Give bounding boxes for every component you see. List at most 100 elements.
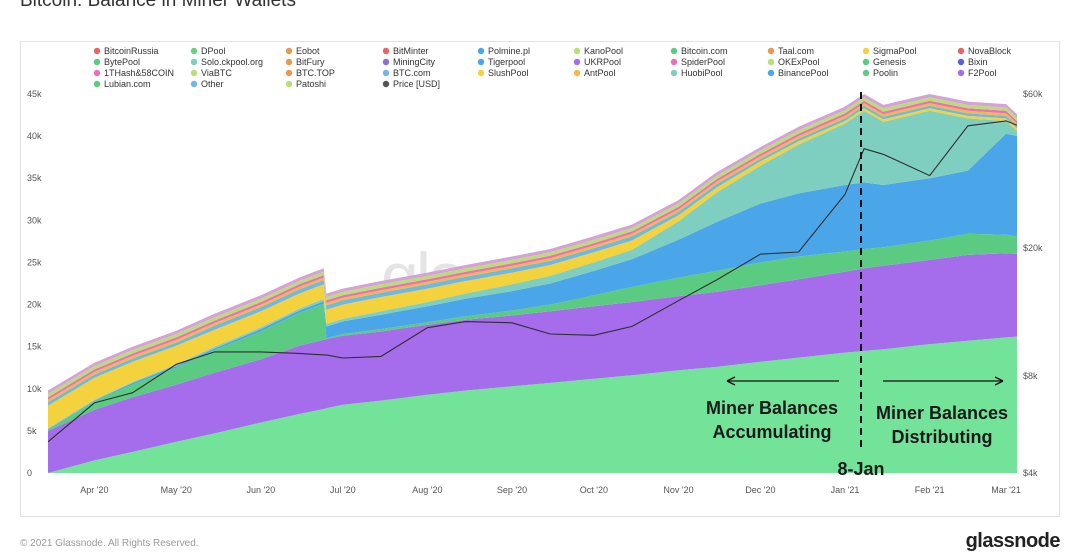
- legend-item-eobot[interactable]: Eobot: [296, 46, 320, 56]
- right-arrowhead: [994, 376, 1004, 386]
- stacked-areas: [48, 94, 1017, 473]
- y-tick-label: 45k: [27, 89, 42, 99]
- legend-item-other[interactable]: Other: [201, 79, 224, 89]
- legend-swatch-huobipool: [670, 69, 678, 77]
- y-tick-label: 0: [27, 468, 32, 478]
- legend-swatch-okexpool: [767, 58, 775, 66]
- x-tick-label: May '20: [161, 485, 192, 495]
- chart-legend: BitcoinRussia DPool Eobot BitMinter Polmine.…: [93, 46, 1012, 89]
- legend-swatch-bytepool: [93, 58, 101, 66]
- page-title: Bitcoin: Balance in Miner Wallets: [20, 0, 296, 11]
- legend-swatch-genesis: [862, 58, 870, 66]
- x-tick-label: Mar '21: [991, 485, 1021, 495]
- price-line-group: [47, 120, 1018, 443]
- x-tick-label: Jul '20: [330, 485, 356, 495]
- x-tick-label: Aug '20: [412, 485, 442, 495]
- legend-item-miningcity[interactable]: MiningCity: [393, 57, 436, 67]
- legend-item-solo-ckpool-org[interactable]: Solo.ckpool.org: [201, 57, 263, 67]
- legend-item-kanopool[interactable]: KanoPool: [584, 46, 623, 56]
- legend-item-taal-com[interactable]: Taal.com: [778, 46, 814, 56]
- x-tick-label: Oct '20: [580, 485, 608, 495]
- legend-item-bytepool[interactable]: BytePool: [104, 57, 140, 67]
- legend-item-viabtc[interactable]: ViaBTC: [201, 68, 232, 78]
- legend-item-bitcoin-com[interactable]: Bitcoin.com: [681, 46, 728, 56]
- legend-swatch-bitminter: [382, 47, 390, 55]
- x-tick-label: Sep '20: [497, 485, 527, 495]
- left-label-line1: Miner Balances: [706, 398, 838, 418]
- price-line: [47, 120, 1018, 443]
- left-label-line2: Accumulating: [712, 422, 831, 442]
- legend-swatch-spiderpool: [670, 58, 678, 66]
- legend-item-spiderpool[interactable]: SpiderPool: [681, 57, 725, 67]
- legend-item-bitfury[interactable]: BitFury: [296, 57, 325, 67]
- legend-swatch-btc-top: [285, 69, 293, 77]
- legend-item-genesis[interactable]: Genesis: [873, 57, 907, 67]
- annotations: Miner Balances Accumulating Miner Balanc…: [706, 92, 1008, 479]
- legend-item-polmine-pl[interactable]: Polmine.pl: [488, 46, 530, 56]
- legend-item-sigmapool[interactable]: SigmaPool: [873, 46, 917, 56]
- legend-item-btc-com[interactable]: BTC.com: [393, 68, 431, 78]
- y-axis-right: $4k $8k $20k $60k: [1023, 89, 1043, 478]
- legend-swatch-miningcity: [382, 58, 390, 66]
- legend-swatch-f2pool: [957, 69, 965, 77]
- y-tick-label: 25k: [27, 257, 42, 267]
- area-poolin: [48, 233, 1017, 431]
- y-tick-label: 40k: [27, 131, 42, 141]
- legend-swatch-tigerpool: [477, 58, 485, 66]
- x-tick-label: Feb '21: [915, 485, 945, 495]
- legend-item-novablock[interactable]: NovaBlock: [968, 46, 1012, 56]
- legend-swatch-bixin: [957, 58, 965, 66]
- legend-swatch-antpool: [573, 69, 581, 77]
- y2-tick-label: $4k: [1023, 468, 1038, 478]
- area-f2pool: [48, 253, 1017, 473]
- legend-item-dpool[interactable]: DPool: [201, 46, 226, 56]
- legend-item-1thash-58coin[interactable]: 1THash&58COIN: [104, 68, 174, 78]
- legend-swatch-poolin: [862, 69, 870, 77]
- legend-swatch-viabtc: [190, 69, 198, 77]
- legend-swatch-binancepool: [767, 69, 775, 77]
- legend-item-poolin[interactable]: Poolin: [873, 68, 898, 78]
- legend-swatch-kanopool: [573, 47, 581, 55]
- right-label-line2: Distributing: [892, 427, 993, 447]
- legend-item-f2pool[interactable]: F2Pool: [968, 68, 997, 78]
- legend-swatch-bitfury: [285, 58, 293, 66]
- legend-item-bitcoinrussia[interactable]: BitcoinRussia: [104, 46, 159, 56]
- y-tick-label: 5k: [27, 426, 37, 436]
- legend-item-patoshi[interactable]: Patoshi: [296, 79, 326, 89]
- legend-swatch-other: [190, 80, 198, 88]
- legend-item-slushpool[interactable]: SlushPool: [488, 68, 529, 78]
- legend-swatch-dpool: [190, 47, 198, 55]
- y-tick-label: 15k: [27, 342, 42, 352]
- y-tick-label: 10k: [27, 384, 42, 394]
- legend-item-tigerpool[interactable]: Tigerpool: [488, 57, 525, 67]
- y2-tick-label: $20k: [1023, 243, 1043, 253]
- x-tick-label: Jan '21: [831, 485, 860, 495]
- y-tick-label: 30k: [27, 215, 42, 225]
- left-arrowhead: [726, 376, 736, 386]
- legend-item-lubian-com[interactable]: Lubian.com: [104, 79, 151, 89]
- legend-swatch-price-usd: [382, 80, 390, 88]
- y2-tick-label: $60k: [1023, 89, 1043, 99]
- right-label-line1: Miner Balances: [876, 403, 1008, 423]
- legend-item-btc-top[interactable]: BTC.TOP: [296, 68, 335, 78]
- legend-item-bitminter[interactable]: BitMinter: [393, 46, 429, 56]
- x-axis: Apr '20 May '20 Jun '20 Jul '20 Aug '20 Sep '…: [80, 485, 1021, 495]
- legend-item-ukrpool[interactable]: UKRPool: [584, 57, 621, 67]
- legend-item-price-usd[interactable]: Price [USD]: [393, 79, 440, 89]
- legend-swatch-1thash-58coin: [93, 69, 101, 77]
- legend-item-binancepool[interactable]: BinancePool: [778, 68, 829, 78]
- y-axis-left: 0 5k 10k 15k 20k 25k 30k 35k 40k 45k: [27, 89, 42, 478]
- y2-tick-label: $8k: [1023, 371, 1038, 381]
- legend-swatch-polmine-pl: [477, 47, 485, 55]
- x-tick-label: Jun '20: [247, 485, 276, 495]
- legend-swatch-bitcoinrussia: [93, 47, 101, 55]
- legend-item-antpool[interactable]: AntPool: [584, 68, 616, 78]
- legend-swatch-eobot: [285, 47, 293, 55]
- legend-swatch-solo-ckpool-org: [190, 58, 198, 66]
- legend-item-okexpool[interactable]: OKExPool: [778, 57, 820, 67]
- legend-item-bixin[interactable]: Bixin: [968, 57, 988, 67]
- x-tick-label: Dec '20: [745, 485, 775, 495]
- glassnode-logo: glassnode: [965, 530, 1061, 552]
- legend-item-huobipool[interactable]: HuobiPool: [681, 68, 723, 78]
- legend-swatch-ukrpool: [573, 58, 581, 66]
